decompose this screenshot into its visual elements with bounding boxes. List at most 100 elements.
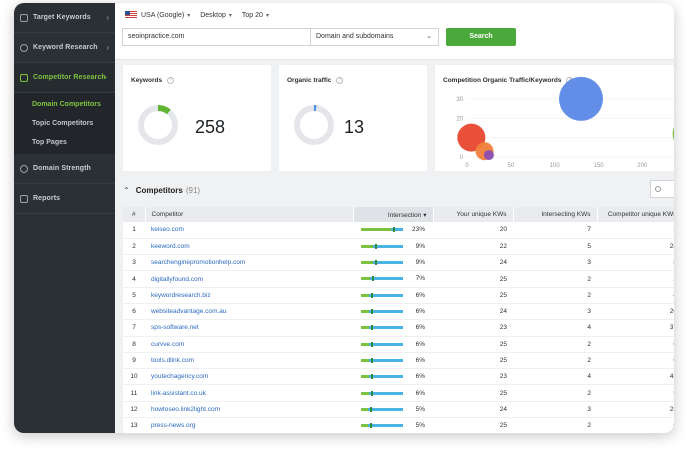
competitors-header: ⌃ Competitors (91) <box>123 181 674 199</box>
competitor-link[interactable]: keywordresearch.biz <box>145 287 353 304</box>
competitor-link[interactable]: websiteadvantage.com.au <box>145 303 353 321</box>
competitor-link[interactable]: keeword.com <box>145 238 353 256</box>
intersection-percent: 6% <box>415 373 425 381</box>
col-header-index: # <box>123 207 146 222</box>
search-button[interactable]: Search <box>446 28 516 46</box>
competitor-link[interactable]: curvve.com <box>145 336 353 353</box>
help-icon[interactable]: ? <box>167 77 175 84</box>
competitor-link[interactable]: digitallyfound.com <box>145 270 353 288</box>
competitor-link[interactable]: keiseo.com <box>145 222 353 239</box>
col-header-competitor-unique[interactable]: Competitor unique KWs <box>597 207 674 222</box>
intersection-percent: 6% <box>415 308 425 316</box>
sidebar-item-label: Domain Strength <box>33 165 91 172</box>
competitor-unique-kws: 9 <box>597 384 674 402</box>
competitors-count: (91) <box>185 185 201 195</box>
intersection-cell: 6% <box>353 303 433 321</box>
chart-bubble[interactable] <box>559 76 603 121</box>
intersecting-kws: 2 <box>513 417 597 433</box>
intersecting-kws: 4 <box>513 368 597 386</box>
collapse-chevron-icon[interactable]: ⌃ <box>123 185 130 195</box>
top-results-select[interactable]: Top 20 ▾ <box>242 12 269 19</box>
y-tick-label: 0 <box>460 155 464 161</box>
us-flag-icon <box>125 11 137 19</box>
sidebar-item-domain-strength[interactable]: Domain Strength <box>14 154 115 184</box>
device-select[interactable]: Desktop ▾ <box>200 12 232 19</box>
magnifier-icon <box>20 43 28 52</box>
sidebar-subitem-domain-competitors[interactable]: Domain Competitors <box>32 101 101 108</box>
competitor-unique-kws: 28 <box>597 401 674 419</box>
row-index: 4 <box>123 270 145 288</box>
bubble-chart: 0102030050100150200250 <box>456 76 674 169</box>
competitor-unique-kws: 8 <box>597 254 674 272</box>
chevron-down-icon: › <box>101 76 111 79</box>
chart-bubble[interactable] <box>672 116 674 152</box>
sidebar-item-label: Competitor Research <box>33 74 106 81</box>
intersection-bar <box>361 357 403 363</box>
competitor-link[interactable]: youtechagency.com <box>145 368 353 386</box>
col-header-intersecting[interactable]: Intersecting KWs <box>513 207 598 222</box>
intersecting-kws: 2 <box>513 336 597 353</box>
sidebar-item-keyword-research[interactable]: Keyword Research › <box>14 33 115 63</box>
sidebar-item-label: Reports <box>33 195 61 202</box>
intersecting-kws: 2 <box>513 270 597 288</box>
sidebar-item-reports[interactable]: Reports <box>14 184 115 214</box>
bubble-chart-card: Competition Organic Traffic/Keywords ? 0… <box>435 65 674 171</box>
sidebar-subitem-topic-competitors[interactable]: Topic Competitors <box>32 120 94 127</box>
help-icon[interactable]: ? <box>336 77 344 84</box>
intersecting-kws: 2 <box>513 287 597 304</box>
competitor-link[interactable]: howtoseo.link2light.com <box>145 401 353 419</box>
competitor-link[interactable]: link-assistant.co.uk <box>145 384 353 402</box>
intersecting-kws: 3 <box>513 303 597 321</box>
sidebar-item-target-keywords[interactable]: Target Keywords › <box>14 3 115 33</box>
top-results-label: Top 20 <box>241 11 263 19</box>
gauge-icon <box>20 164 28 173</box>
intersection-bar <box>361 341 403 347</box>
sidebar-subitem-top-pages[interactable]: Top Pages <box>32 139 67 146</box>
col-header-competitor[interactable]: Competitor <box>145 207 354 222</box>
x-tick-label: 0 <box>465 163 469 169</box>
col-header-intersection-label: Intersection <box>387 211 422 219</box>
sort-desc-icon: ▾ <box>423 211 427 219</box>
col-header-your-unique[interactable]: Your unique KWs <box>433 207 514 222</box>
intersection-bar <box>361 325 403 331</box>
competitor-link[interactable]: searchenginepromotionhelp.com <box>145 254 353 272</box>
keywords-card: Keywords ? 258 <box>123 65 271 171</box>
scope-select[interactable]: Domain and subdomains ⌄ <box>311 28 439 46</box>
intersecting-kws: 7 <box>513 222 597 239</box>
competitor-link[interactable]: sps-software.net <box>145 319 353 337</box>
competitor-link[interactable]: tools.dlink.com <box>145 352 353 370</box>
chevron-down-icon: ▾ <box>228 12 232 19</box>
intersection-percent: 9% <box>415 259 425 267</box>
y-tick-label: 30 <box>456 97 463 103</box>
keywords-donut <box>138 105 178 145</box>
col-header-intersection[interactable]: Intersection ▾ <box>353 207 434 222</box>
organic-traffic-value: 13 <box>344 117 365 137</box>
intersecting-kws: 4 <box>513 319 597 337</box>
row-index: 12 <box>123 401 145 419</box>
location-label: USA (Google) <box>141 11 185 19</box>
sidebar-item-competitor-research[interactable]: Competitor Research › <box>14 63 115 93</box>
organic-traffic-donut-fill <box>294 105 334 145</box>
table-search-input[interactable] <box>650 180 674 198</box>
competitor-link[interactable]: press-news.org <box>145 417 353 433</box>
chart-bubble[interactable] <box>483 150 494 161</box>
row-index: 5 <box>123 287 145 304</box>
your-unique-kws: 25 <box>433 352 513 370</box>
intersection-percent: 6% <box>415 324 425 332</box>
domain-input[interactable]: seoinpractice.com <box>122 28 311 46</box>
location-select[interactable]: USA (Google) ▾ <box>141 12 190 19</box>
keywords-title: Keywords <box>131 77 163 84</box>
